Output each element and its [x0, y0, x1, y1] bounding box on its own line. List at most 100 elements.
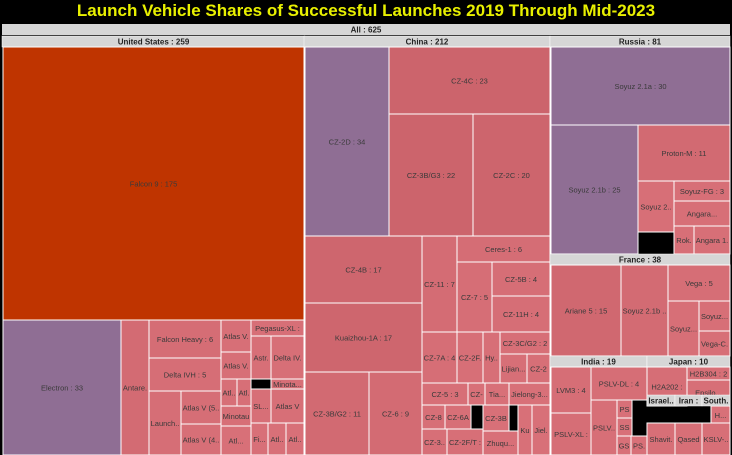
group-1-tile-21-label: CZ-6A — [447, 413, 469, 422]
group-3-label: France : 38 — [619, 256, 662, 265]
group-4-tile-0-label: LVM3 : 4 — [556, 386, 585, 395]
group-3-tile-0[interactable] — [550, 264, 622, 357]
group-2-tile-5-label: Angara... — [687, 210, 717, 219]
group-1-tile-2[interactable] — [388, 113, 474, 237]
group-2-tile-7[interactable] — [693, 225, 731, 255]
group-1-tile-0[interactable] — [304, 46, 390, 237]
group-1-tile-6[interactable] — [304, 371, 370, 455]
group-2-tile-5[interactable] — [673, 200, 731, 227]
group-2-tile-0[interactable] — [550, 46, 731, 126]
group-0-tile-21[interactable] — [285, 422, 305, 455]
group-8-header — [701, 394, 731, 407]
group-3-tile-4[interactable] — [698, 300, 731, 332]
group-2-tile-1-label: Soyuz 2.1b : 25 — [568, 186, 620, 195]
group-0-tile-5[interactable] — [148, 390, 182, 455]
group-1-tile-4[interactable] — [304, 235, 423, 304]
group-2-label: Russia : 81 — [619, 38, 662, 47]
group-1-tile-9-label: CZ-11 : 7 — [424, 280, 455, 289]
group-0-tile-16-label: SL... — [253, 402, 268, 411]
group-6-tile-0-label: Shavit. — [650, 435, 673, 444]
group-1-tile-5-label: Kuaizhou-1A : 17 — [335, 334, 392, 343]
group-1-tile-11[interactable] — [491, 261, 551, 297]
group-0-tile-9-label: Atlas V. — [223, 362, 248, 371]
group-0-tile-20-label: Atl.. — [271, 435, 284, 444]
group-7-tile-0[interactable] — [674, 422, 703, 455]
group-1-tile-3-label: CZ-2C : 20 — [493, 171, 530, 180]
group-4-tile-2-label: PSLV-XL : — [554, 430, 588, 439]
group-1-tile-13-label: CZ-7A : 4 — [424, 354, 456, 363]
group-1-tile-10[interactable] — [456, 261, 493, 333]
group-3-tile-2[interactable] — [667, 264, 731, 302]
group-3-tile-5-label: Vega-C. — [701, 340, 728, 349]
group-7-label: Iran : — [679, 397, 699, 406]
group-8-label: South. — [704, 397, 729, 406]
group-0-tile-12-label: Delta IV. — [273, 354, 301, 363]
group-0-tile-4-label: Delta IVH : 5 — [164, 371, 207, 380]
header-all — [2, 24, 730, 35]
group-1-tile-4-label: CZ-4B : 17 — [345, 266, 381, 275]
group-6-label: Israel.. — [648, 397, 673, 406]
group-0-tile-14-label: Atl.. — [223, 389, 236, 398]
group-6-tile-0[interactable] — [646, 422, 676, 455]
group-1-tile-1-label: CZ-4C : 23 — [451, 77, 488, 86]
group-1-tile-14-label: CZ-2F. — [459, 354, 482, 363]
group-2-tile-3-label: Soyuz-FG : 3 — [680, 187, 724, 196]
group-1-tile-29-label: Ku — [520, 426, 529, 435]
group-0-tile-9[interactable] — [220, 351, 252, 380]
group-5-tile-0-label: H2A202 : — [651, 383, 682, 392]
group-1-tile-21[interactable] — [444, 404, 472, 430]
group-1-tile-8-label: Ceres-1 : 6 — [485, 245, 522, 254]
group-0-tile-7-label: Atlas V (4.. — [183, 436, 220, 445]
group-4-tile-3-label: PSLV.. — [593, 424, 615, 433]
group-4-tile-0[interactable] — [550, 366, 592, 414]
group-2-tile-2-label: Proton-M : 11 — [662, 149, 707, 158]
group-1-tile-5[interactable] — [304, 302, 423, 373]
group-1-tile-9[interactable] — [421, 235, 458, 333]
group-4-tile-3[interactable] — [590, 399, 618, 455]
group-0-tile-1[interactable] — [2, 319, 122, 455]
group-0-tile-18-label: Minotau — [223, 412, 250, 421]
group-1-tile-16-label: CZ-3C/G2 : 2 — [503, 339, 548, 348]
group-0-tile-6-label: Atlas V (5.. — [183, 404, 220, 413]
group-1-tile-28-label: Zhuqu... — [487, 439, 515, 448]
group-1-tile-30-label: Jiel. — [534, 426, 547, 435]
group-0-tile-12[interactable] — [270, 335, 305, 380]
group-0-tile-13-label: Minota... — [273, 380, 302, 389]
group-0-tile-21-label: Atl.. — [289, 435, 302, 444]
group-0-tile-22[interactable] — [220, 425, 252, 455]
group-8-tile-0[interactable] — [701, 422, 731, 455]
group-3-tile-0-label: Ariane 5 : 15 — [565, 307, 608, 316]
group-2-tile-6-label: Rok. — [676, 236, 691, 245]
header-all-label: All : 625 — [351, 26, 382, 35]
group-0-tile-0[interactable] — [2, 46, 305, 321]
group-4-tile-1-label: PSLV-DL : 4 — [599, 380, 639, 389]
group-3-tile-4-label: Soyuz... — [701, 312, 728, 321]
group-8-tile-0-label: KSLV-.. — [704, 435, 729, 444]
group-0-tile-0-label: Falcon 9 : 175 — [130, 180, 178, 189]
chart-title: Launch Vehicle Shares of Successful Laun… — [76, 1, 656, 20]
group-5-label: Japan : 10 — [669, 358, 709, 367]
group-5-tile-3-label: H... — [715, 411, 727, 420]
group-1-tile-12[interactable] — [491, 295, 551, 333]
group-0-tile-17[interactable] — [270, 388, 305, 424]
group-4-tile-7-label: PS. — [633, 442, 645, 451]
group-3-tile-3[interactable] — [667, 300, 700, 357]
group-0-tile-3-label: Falcon Heavy : 6 — [157, 335, 213, 344]
group-3-tile-2-label: Vega : 5 — [685, 279, 713, 288]
group-1-tile-19-label: CZ-5 : 3 — [431, 390, 458, 399]
group-3-tile-3-label: Soyuz... — [670, 325, 697, 334]
group-0-tile-15-label: Atl. — [239, 389, 250, 398]
group-0-tile-2-label: Antare. — [123, 384, 147, 393]
group-4-tile-6-label: GS — [619, 442, 630, 451]
group-7-tile-0-label: Qased — [677, 435, 699, 444]
group-4-label: India : 19 — [581, 358, 616, 367]
group-0-tile-3[interactable] — [148, 319, 222, 359]
group-1-tile-1[interactable] — [388, 46, 551, 115]
group-1-tile-6-label: CZ-3B/G2 : 11 — [313, 410, 361, 419]
group-1-tile-23-label: Tia... — [489, 390, 505, 399]
group-4-tile-1[interactable] — [590, 366, 648, 401]
group-1-tile-0-label: CZ-2D : 34 — [329, 138, 366, 147]
group-0-tile-5-label: Launch.. — [151, 419, 180, 428]
group-1-tile-30[interactable] — [531, 404, 551, 455]
group-2-tile-2[interactable] — [637, 124, 731, 182]
